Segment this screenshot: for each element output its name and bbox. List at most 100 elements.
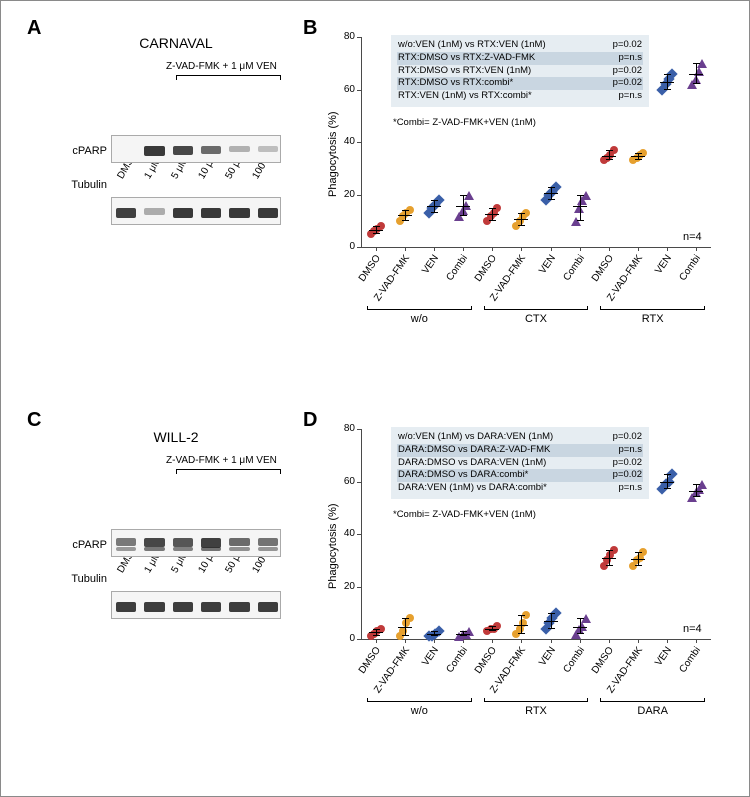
error-bar (463, 195, 464, 216)
y-tick (357, 429, 361, 430)
gel-band (201, 208, 221, 218)
panel-b-combi: *Combi= Z-VAD-FMK+VEN (1nM) (393, 117, 536, 128)
mean-bar (602, 156, 616, 157)
legend-row: RTX:DMSO vs RTX:Z-VAD-FMK p=n.s (397, 52, 643, 65)
gel-band (229, 538, 249, 546)
y-tick (357, 247, 361, 248)
panel-d-xaxis (361, 639, 711, 640)
mean-bar (544, 193, 558, 194)
legend-text: RTX:DMSO vs RTX:Z-VAD-FMK (398, 52, 535, 65)
y-tick-label: 80 (333, 423, 355, 434)
y-tick-label: 40 (333, 528, 355, 539)
x-tick (521, 639, 522, 643)
legend-text: DARA:DMSO vs DARA:combi* (398, 469, 528, 482)
gel-band (201, 547, 221, 551)
panel-b-chart: Phagocytosis (%) n=4 w/o:VEN (1nM) vs RT… (321, 27, 721, 357)
panel-c-label: C (27, 409, 41, 432)
legend-text: DARA:DMSO vs DARA:Z-VAD-FMK (398, 444, 550, 457)
legend-p: p=n.s (618, 90, 642, 103)
mean-bar (369, 230, 383, 231)
mean-bar (427, 634, 441, 635)
mean-bar (427, 206, 441, 207)
legend-row: DARA:DMSO vs DARA:combi*p=0.02 (397, 469, 643, 482)
group-bracket (484, 701, 589, 702)
mean-bar (369, 632, 383, 633)
y-tick (357, 195, 361, 196)
panel-c-gel-tubulin (111, 591, 281, 619)
gel-band (116, 208, 136, 218)
gel-band (144, 208, 164, 215)
y-tick (357, 639, 361, 640)
mean-bar (398, 215, 412, 216)
group-bracket (600, 309, 705, 310)
gel-band (173, 208, 193, 218)
mean-bar (631, 559, 645, 560)
panel-c-gel-cparp (111, 529, 281, 557)
x-tick (492, 247, 493, 251)
gel-band (116, 538, 136, 546)
y-tick (357, 482, 361, 483)
mean-bar (631, 156, 645, 157)
panel-b-ylabel: Phagocytosis (%) (327, 111, 339, 197)
mean-bar (485, 214, 499, 215)
y-tick-label: 0 (333, 241, 355, 252)
legend-row: w/o:VEN (1nM) vs RTX:VEN (1nM) p=0.02 (397, 39, 643, 52)
gel-band (229, 208, 249, 218)
panel-c-title: WILL-2 (91, 429, 261, 445)
panel-d-label: D (303, 409, 317, 432)
legend-p: p=n.s (618, 444, 642, 457)
gel-band (229, 547, 249, 551)
mean-bar (660, 482, 674, 483)
legend-p: p=n.s (618, 52, 642, 65)
x-tick (376, 639, 377, 643)
legend-text: w/o:VEN (1nM) vs RTX:VEN (1nM) (398, 39, 546, 52)
panel-a-gel-cparp (111, 135, 281, 163)
x-tick (405, 639, 406, 643)
gel-band (173, 547, 193, 551)
panel-c-western: Z-VAD-FMK + 1 μM VEN DMSO1 μM VEN5 μM10 … (61, 455, 291, 511)
x-tick (696, 639, 697, 643)
x-tick (551, 247, 552, 251)
x-tick (580, 247, 581, 251)
legend-text: DARA:DMSO vs DARA:VEN (1nM) (398, 457, 546, 470)
gel-band (258, 538, 278, 546)
panel-a-bracket-label: Z-VAD-FMK + 1 μM VEN (166, 61, 277, 72)
x-tick (667, 247, 668, 251)
y-tick-label: 0 (333, 633, 355, 644)
legend-row: DARA:VEN (1nM) vs DARA:combi*p=n.s (397, 482, 643, 495)
group-bracket (367, 701, 472, 702)
legend-row: RTX:DMSO vs RTX:combi*p=0.02 (397, 77, 643, 90)
y-tick (357, 534, 361, 535)
y-tick (357, 90, 361, 91)
mean-bar (573, 627, 587, 628)
panel-d-yaxis (361, 429, 362, 639)
mean-bar (544, 621, 558, 622)
panel-b-yaxis (361, 37, 362, 247)
group-label: w/o (367, 705, 472, 717)
gel-band (144, 547, 164, 551)
y-tick-label: 60 (333, 476, 355, 487)
group-label: RTX (600, 313, 705, 325)
legend-text: RTX:DMSO vs RTX:VEN (1nM) (398, 65, 531, 78)
x-tick (696, 247, 697, 251)
legend-p: p=0.02 (613, 77, 642, 90)
x-tick (405, 247, 406, 251)
x-tick (434, 247, 435, 251)
gel-band (173, 146, 193, 155)
legend-row: DARA:DMSO vs DARA:VEN (1nM) p=0.02 (397, 457, 643, 470)
x-tick (580, 639, 581, 643)
gel-band (258, 146, 278, 152)
y-tick-label: 20 (333, 189, 355, 200)
y-tick (357, 142, 361, 143)
legend-p: p=0.02 (613, 65, 642, 78)
x-tick (492, 639, 493, 643)
gel-band (173, 538, 193, 547)
panel-b-xaxis (361, 247, 711, 248)
legend-p: p=0.02 (613, 39, 642, 52)
mean-bar (573, 206, 587, 207)
legend-row: DARA:DMSO vs DARA:Z-VAD-FMK p=n.s (397, 444, 643, 457)
legend-p: p=0.02 (613, 457, 642, 470)
x-tick (521, 247, 522, 251)
panel-d-ylabel: Phagocytosis (%) (327, 503, 339, 589)
gel-band (173, 602, 193, 612)
